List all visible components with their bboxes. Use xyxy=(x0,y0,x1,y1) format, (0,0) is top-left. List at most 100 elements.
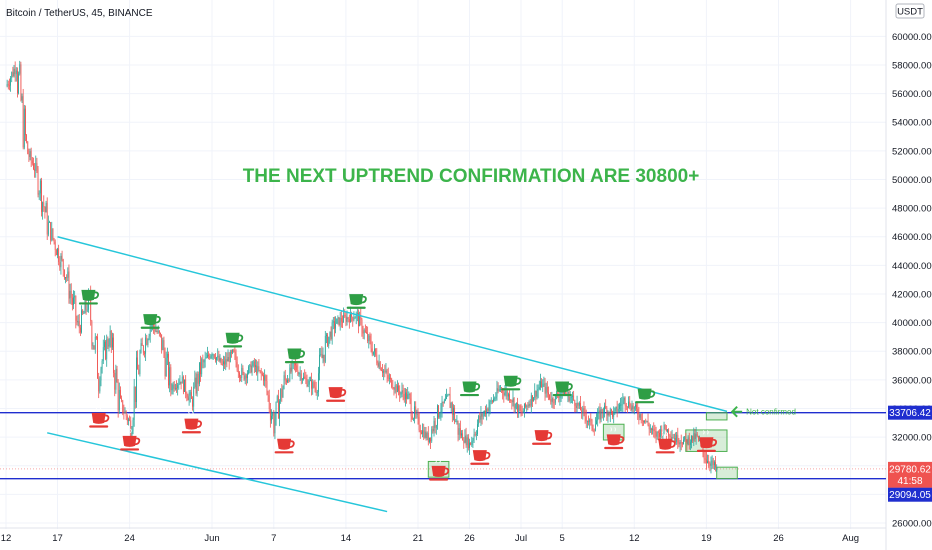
candle-body xyxy=(192,398,193,407)
candle-body xyxy=(328,336,330,346)
candle-body xyxy=(239,372,240,378)
candle-body xyxy=(6,84,8,87)
candle-body xyxy=(51,228,53,241)
candle-body xyxy=(331,322,333,339)
candle-body xyxy=(710,462,712,466)
candle-body xyxy=(584,410,586,417)
candle-body xyxy=(97,336,98,379)
candle-body xyxy=(464,435,466,443)
candle-body xyxy=(670,436,672,439)
candle-body xyxy=(434,420,436,428)
candle-body xyxy=(520,410,522,412)
candle-body xyxy=(329,331,331,337)
lower-price-box xyxy=(888,487,932,502)
candle-body xyxy=(415,406,417,415)
candle-body xyxy=(146,337,148,345)
candle-body xyxy=(478,415,480,425)
candle-body xyxy=(401,390,403,393)
candle-body xyxy=(517,402,518,414)
candle-body xyxy=(578,403,580,406)
x-tick-label: 12 xyxy=(629,533,640,544)
y-tick-label: 44000.00 xyxy=(892,261,932,272)
candle-body xyxy=(475,434,477,435)
y-tick-label: 52000.00 xyxy=(892,146,932,157)
candle-body xyxy=(576,402,578,408)
candle-body xyxy=(37,168,39,195)
candle-body xyxy=(36,162,38,169)
candle-body xyxy=(86,309,88,311)
candle-body xyxy=(590,419,592,421)
candle-body xyxy=(633,406,635,410)
highlight-box[interactable] xyxy=(716,466,738,480)
candle-body xyxy=(565,392,567,394)
candle-body xyxy=(255,365,256,367)
candle-body xyxy=(313,382,315,387)
candle-body xyxy=(368,335,370,342)
candle-body xyxy=(661,429,663,436)
candle-body xyxy=(489,401,491,407)
candle-body xyxy=(699,439,700,441)
candle-body xyxy=(9,85,10,87)
candle-body xyxy=(252,361,254,367)
candle-body xyxy=(446,395,448,400)
candle-body xyxy=(25,108,26,136)
candle-body xyxy=(202,359,204,362)
candle-body xyxy=(261,373,263,376)
cup-up-icon xyxy=(501,368,522,391)
candle-body xyxy=(195,377,197,394)
candle-body xyxy=(503,392,505,396)
candle-body xyxy=(551,398,553,402)
candle-body xyxy=(438,405,440,418)
candle-body xyxy=(386,370,388,376)
candle-body xyxy=(162,340,164,351)
candle-body xyxy=(388,377,390,379)
candle-body xyxy=(332,321,334,323)
candle-body xyxy=(679,442,681,445)
candle-body xyxy=(327,334,328,346)
y-tick-label: 50000.00 xyxy=(892,175,932,186)
candle-body xyxy=(588,421,589,423)
candle-body xyxy=(346,317,348,322)
candle-body xyxy=(421,432,422,434)
candle-body xyxy=(306,379,308,387)
candle-body xyxy=(623,397,625,401)
candle-body xyxy=(586,421,588,423)
current-price-box xyxy=(888,461,932,488)
candle-body xyxy=(320,353,322,355)
candle-body xyxy=(211,354,213,356)
candle-body xyxy=(38,193,40,195)
candle-body xyxy=(631,405,633,411)
currency-badge[interactable]: USDT xyxy=(895,3,925,19)
candle-body xyxy=(470,442,472,445)
candle-body xyxy=(253,361,255,367)
candle-body xyxy=(714,462,715,466)
candle-body xyxy=(125,411,127,417)
candle-body xyxy=(686,439,688,445)
candle-body xyxy=(541,381,543,388)
x-tick-label: 21 xyxy=(413,533,424,544)
candle-body xyxy=(496,388,498,397)
lower-trendline[interactable] xyxy=(47,432,388,513)
candle-body xyxy=(57,248,58,256)
candle-body xyxy=(114,372,116,390)
candle-body xyxy=(124,411,126,414)
candle-body xyxy=(694,433,696,440)
candle-body xyxy=(494,398,496,400)
candle-body xyxy=(609,409,611,416)
candle-body xyxy=(575,405,577,408)
candle-body xyxy=(289,367,291,381)
candle-body xyxy=(45,202,47,213)
cup-markers xyxy=(78,282,717,481)
highlight-box[interactable] xyxy=(705,412,728,421)
cup-down-icon xyxy=(89,405,110,428)
candle-body xyxy=(298,373,300,375)
candle-body xyxy=(63,269,65,279)
candle-body xyxy=(299,373,301,375)
cup-down-icon xyxy=(326,379,347,402)
candle-body xyxy=(65,277,66,279)
candle-body xyxy=(180,381,182,384)
candle-body xyxy=(107,339,109,347)
candle-body xyxy=(580,403,581,411)
upper-trendline[interactable] xyxy=(57,235,728,413)
